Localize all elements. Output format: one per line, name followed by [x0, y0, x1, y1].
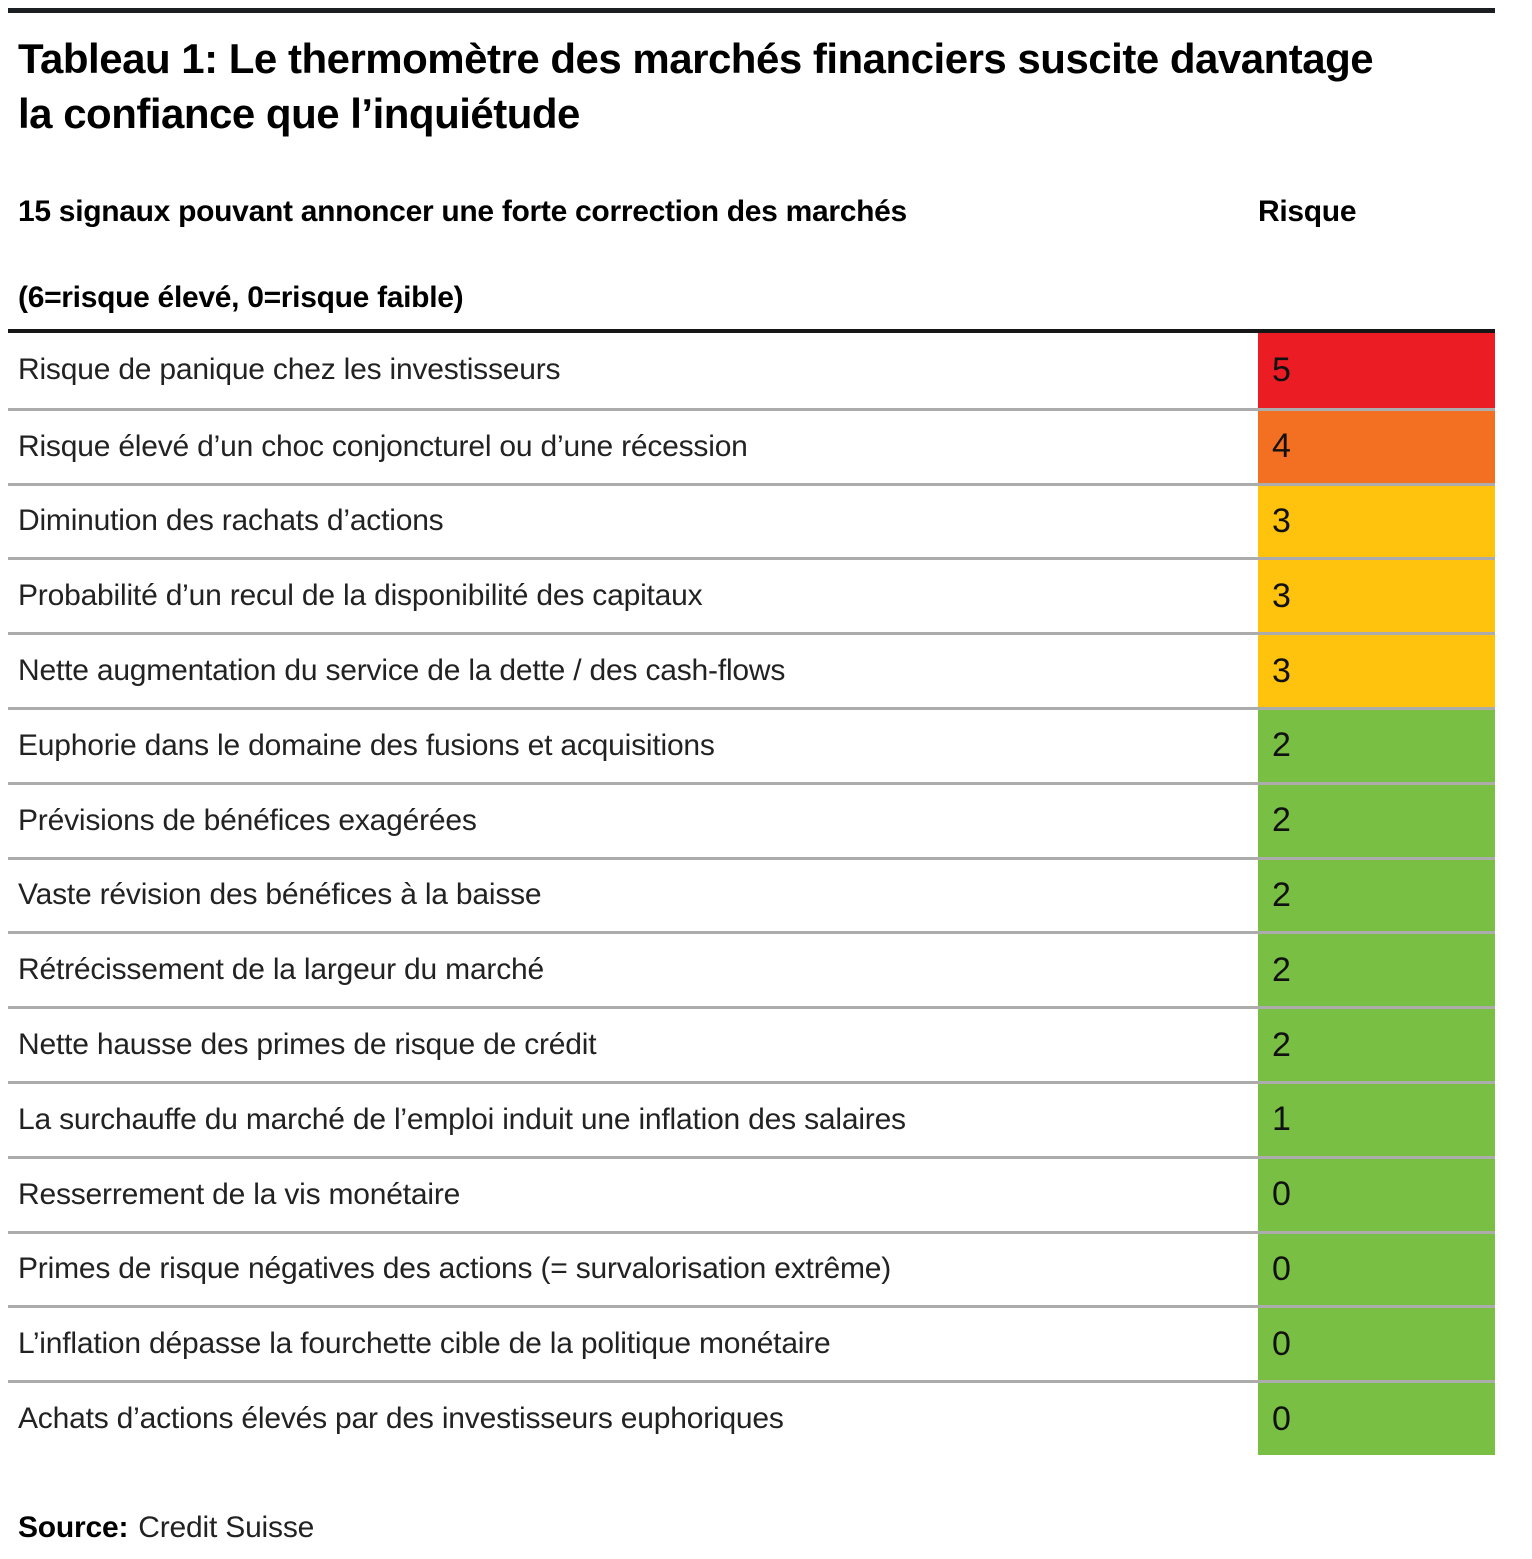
table-row: Risque de panique chez les investisseurs… [8, 333, 1495, 408]
risk-score-cell: 0 [1258, 1305, 1495, 1381]
table-row: Rétrécissement de la largeur du marché 2 [8, 931, 1495, 1007]
figure-container: Tableau 1: Le thermomètre des marchés fi… [8, 8, 1495, 1545]
table-row: La surchauffe du marché de l’emploi indu… [8, 1080, 1495, 1156]
risk-score-cell: 5 [1258, 333, 1495, 408]
source-line: Source: Credit Suisse [18, 1511, 1495, 1545]
table-row: Vaste révision des bénéfices à la baisse… [8, 856, 1495, 932]
table-row: Risque élevé d’un choc conjoncturel ou d… [8, 407, 1495, 483]
signal-label: Euphorie dans le domaine des fusions et … [8, 706, 1258, 782]
table-row: Diminution des rachats d’actions 3 [8, 482, 1495, 558]
signal-label: Resserrement de la vis monétaire [8, 1155, 1258, 1231]
signal-label: Nette hausse des primes de risque de cré… [8, 1006, 1258, 1081]
table-row: Resserrement de la vis monétaire 0 [8, 1155, 1495, 1231]
top-divider [8, 8, 1495, 13]
table-header-row: 15 signaux pouvant annoncer une forte co… [18, 195, 1495, 229]
risk-score-cell: 0 [1258, 1380, 1495, 1455]
risk-scale-note: (6=risque élevé, 0=risque faible) [18, 281, 464, 314]
table-row: Prévisions de bénéfices exagérées 2 [8, 781, 1495, 857]
risk-column-header: Risque [1258, 195, 1357, 228]
risk-score-cell: 0 [1258, 1155, 1495, 1231]
table-row: Primes de risque négatives des actions (… [8, 1230, 1495, 1306]
risk-score-cell: 4 [1258, 407, 1495, 483]
signal-label: Nette augmentation du service de la dett… [8, 632, 1258, 707]
risk-table: Risque de panique chez les investisseurs… [8, 329, 1495, 1455]
signal-label: Risque élevé d’un choc conjoncturel ou d… [8, 407, 1258, 483]
signal-label: Probabilité d’un recul de la disponibili… [8, 557, 1258, 633]
table-row: Nette augmentation du service de la dett… [8, 632, 1495, 707]
risk-score-cell: 3 [1258, 482, 1495, 558]
signal-label: Achats d’actions élevés par des investis… [8, 1380, 1258, 1455]
table-row: Achats d’actions élevés par des investis… [8, 1380, 1495, 1455]
signal-label: La surchauffe du marché de l’emploi indu… [8, 1080, 1258, 1156]
signal-label: Primes de risque négatives des actions (… [8, 1230, 1258, 1306]
risk-score-cell: 1 [1258, 1080, 1495, 1156]
risk-score-cell: 2 [1258, 931, 1495, 1007]
table-row: L’inflation dépasse la fourchette cible … [8, 1305, 1495, 1381]
risk-score-cell: 3 [1258, 557, 1495, 633]
risk-score-cell: 2 [1258, 1006, 1495, 1081]
risk-score-cell: 3 [1258, 632, 1495, 707]
risk-score-cell: 2 [1258, 706, 1495, 782]
table-row: Probabilité d’un recul de la disponibili… [8, 557, 1495, 633]
page-title: Tableau 1: Le thermomètre des marchés fi… [18, 35, 1374, 137]
signals-column-header: 15 signaux pouvant annoncer une forte co… [18, 195, 907, 228]
table-row: Euphorie dans le domaine des fusions et … [8, 706, 1495, 782]
risk-score-cell: 2 [1258, 781, 1495, 857]
risk-score-cell: 0 [1258, 1230, 1495, 1306]
signal-label: Risque de panique chez les investisseurs [8, 333, 1258, 408]
source-value: Credit Suisse [138, 1510, 315, 1544]
signal-label: Vaste révision des bénéfices à la baisse [8, 856, 1258, 932]
table-row: Nette hausse des primes de risque de cré… [8, 1006, 1495, 1081]
signal-label: Prévisions de bénéfices exagérées [8, 781, 1258, 857]
signal-label: L’inflation dépasse la fourchette cible … [8, 1305, 1258, 1381]
risk-score-cell: 2 [1258, 856, 1495, 932]
signal-label: Rétrécissement de la largeur du marché [8, 931, 1258, 1007]
signal-label: Diminution des rachats d’actions [8, 482, 1258, 558]
source-label: Source: [18, 1510, 129, 1544]
